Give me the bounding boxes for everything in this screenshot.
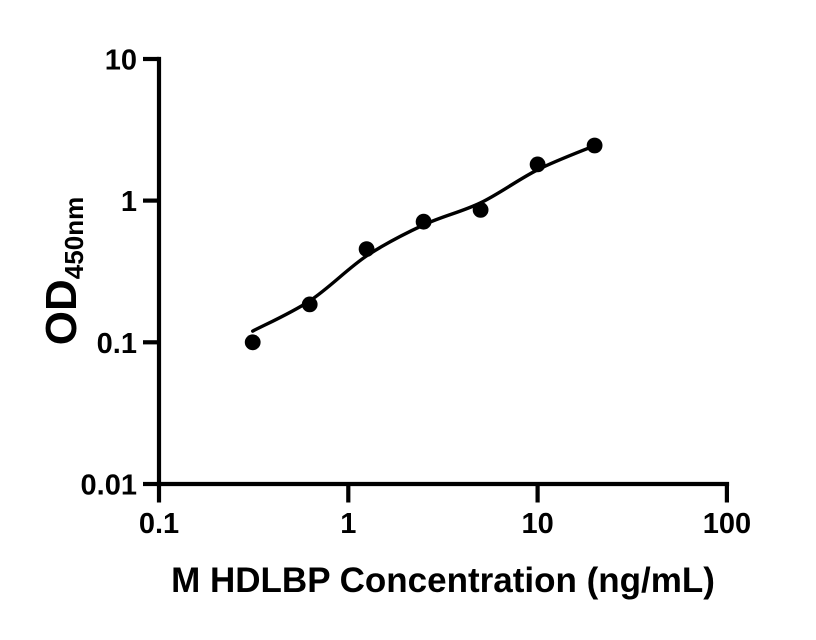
x-tick-label: 0.1	[139, 508, 179, 540]
data-point	[586, 137, 603, 154]
y-tick-label: 0.01	[81, 470, 137, 502]
data-point	[415, 213, 432, 230]
y-tick-label: 1	[121, 186, 137, 218]
x-tick-label: 100	[703, 508, 751, 540]
data-point	[244, 334, 261, 351]
y-axis: 10 1 0.1 0.01	[81, 45, 162, 502]
data-point	[358, 241, 375, 257]
y-tick-label: 0.1	[97, 328, 137, 360]
y-axis-title-subscript: 450nm	[59, 197, 89, 279]
data-point	[472, 202, 489, 218]
data-points	[244, 137, 603, 351]
y-axis-title: OD450nm	[37, 197, 89, 345]
data-point	[529, 156, 546, 173]
y-tick-label: 10	[105, 45, 137, 77]
x-tick-label: 10	[521, 508, 553, 540]
x-axis-title: M HDLBP Concentration (ng/mL)	[171, 561, 715, 600]
data-point	[301, 296, 318, 313]
x-tick-label: 1	[340, 508, 356, 540]
y-axis-title-main: OD	[37, 279, 86, 345]
x-axis: 0.1 1 10 100	[139, 481, 751, 540]
